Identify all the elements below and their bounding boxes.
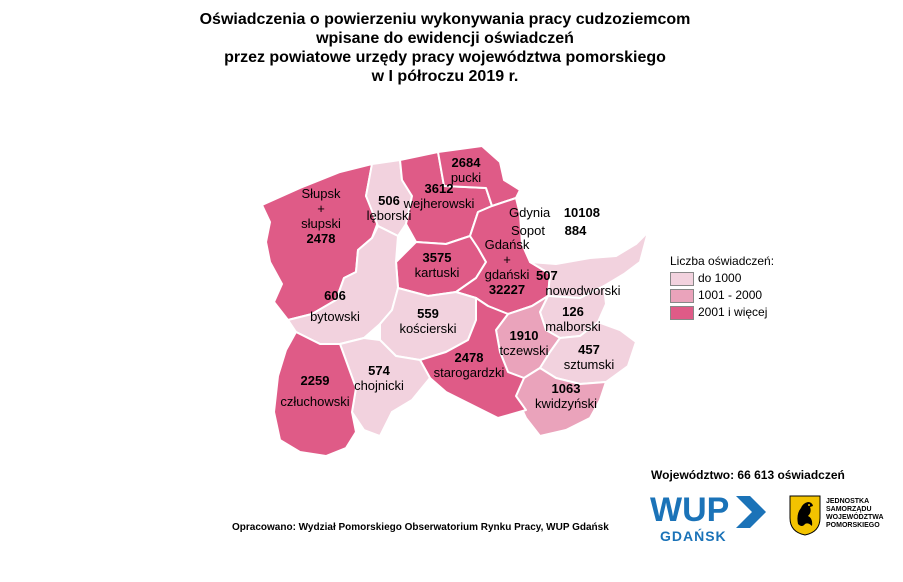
label-wejherowo: 3612 wejherowski (396, 181, 482, 211)
tczew-value: 1910 (509, 328, 539, 343)
chojnice-value: 574 (368, 363, 390, 378)
slupsk-name-c: słupski (301, 216, 341, 231)
label-sztum: 457 sztumski (554, 342, 624, 372)
bytow-value: 606 (324, 288, 346, 303)
nowydwor-name: nowodworski (545, 283, 621, 298)
chojnice-name: chojnicki (354, 378, 404, 393)
gdansk-value: 32227 (488, 282, 526, 297)
gdansk-name-c: gdański (484, 267, 530, 282)
title-line-3: przez powiatowe urzędy pracy województwa… (224, 49, 666, 66)
label-slupsk: Słupsk + słupski 2478 (288, 186, 354, 246)
label-kartuzy: 3575 kartuski (404, 250, 470, 280)
malbork-value: 126 (562, 304, 584, 319)
source-note: Opracowano: Wydział Pomorskiego Obserwat… (232, 522, 609, 533)
kwidzyn-name: kwidzyński (534, 396, 598, 411)
sopot-name: Sopot (511, 223, 545, 238)
crest-line-4: POMORSKIEGO (826, 522, 880, 529)
district-starogard (419, 297, 527, 419)
lebork-name: lęborski (366, 208, 412, 223)
title-line-4: w I półroczu 2019 r. (371, 68, 519, 85)
gdansk-name-b: + (503, 252, 511, 267)
legend-label-mid: 1001 - 2000 (698, 288, 763, 302)
city-gdynia: Gdynia 10108 (509, 205, 600, 220)
legend-item-mid: 1001 - 2000 (670, 287, 774, 304)
legend-label-high: 2001 i więcej (698, 305, 768, 319)
koscierzyna-name: kościerski (399, 321, 457, 336)
label-czluchow: 2259 człuchowski (270, 373, 360, 409)
puck-value: 2684 (451, 155, 481, 170)
lebork-value: 506 (378, 193, 400, 208)
kartuzy-name: kartuski (414, 265, 460, 280)
voivodeship-total: Województwo: 66 613 oświadczeń (651, 468, 845, 482)
sopot-value: 884 (564, 223, 587, 238)
map-title: Oświadczenia o powierzeniu wykonywania p… (80, 10, 810, 86)
bytow-name: bytowski (310, 309, 360, 324)
crest-text: JEDNOSTKA SAMORZĄDU WOJEWÓDZTWA POMORSKI… (826, 498, 884, 530)
label-nowydwor: 507 nowodworski (536, 268, 630, 298)
nowydwor-value: 507 (536, 268, 558, 283)
label-tczew: 1910 tczewski (488, 328, 560, 358)
district-puck (437, 145, 521, 207)
title-line-2: wpisane do ewidencji oświadczeń (316, 30, 574, 47)
label-malbork: 126 malborski (536, 304, 610, 334)
label-starogard: 2478 starogardzki (426, 350, 512, 380)
slupsk-name-a: Słupsk (301, 186, 341, 201)
gdynia-value: 10108 (563, 205, 600, 220)
wejherowo-name: wejherowski (403, 196, 475, 211)
legend-swatch-high (670, 305, 694, 320)
slupsk-name-b: + (317, 201, 325, 216)
district-kwidzyn (515, 367, 607, 437)
kwidzyn-value: 1063 (551, 381, 581, 396)
starogard-name: starogardzki (433, 365, 505, 380)
sztum-value: 457 (578, 342, 600, 357)
legend-item-high: 2001 i więcej (670, 304, 774, 321)
czluchow-name: człuchowski (280, 394, 350, 409)
legend-item-low: do 1000 (670, 270, 774, 287)
sztum-name: sztumski (563, 357, 615, 372)
wup-logo-text: WUP (650, 491, 730, 529)
label-puck: 2684 pucki (436, 155, 496, 185)
wejherowo-value: 3612 (424, 181, 454, 196)
legend-swatch-mid (670, 288, 694, 303)
wup-logo: WUP GDAŃSK (650, 492, 768, 548)
legend: Liczba oświadczeń: do 1000 1001 - 2000 2… (670, 253, 774, 321)
legend-title: Liczba oświadczeń: (670, 254, 775, 268)
tczew-name: tczewski (499, 343, 549, 358)
pomeranian-griffin-crest-icon (789, 495, 821, 536)
crest-line-3: WOJEWÓDZTWA (826, 514, 884, 521)
crest-line-1: JEDNOSTKA (826, 498, 870, 505)
title-line-1: Oświadczenia o powierzeniu wykonywania p… (199, 11, 691, 28)
kartuzy-value: 3575 (422, 250, 452, 265)
legend-label-low: do 1000 (698, 271, 742, 285)
label-gdansk: Gdańsk + gdański 32227 (474, 237, 540, 297)
gdansk-name-a: Gdańsk (484, 237, 530, 252)
city-sopot: Sopot 884 (511, 223, 586, 238)
chevron-right-icon (736, 496, 766, 528)
label-chojnice: 574 chojnicki (344, 363, 414, 393)
label-koscierzyna: 559 kościerski (392, 306, 464, 336)
slupsk-value: 2478 (306, 231, 336, 246)
district-sztum (539, 321, 637, 385)
czluchow-value: 2259 (300, 373, 330, 388)
crest-line-2: SAMORZĄDU (826, 506, 872, 513)
malbork-name: malborski (545, 319, 601, 334)
koscierzyna-value: 559 (417, 306, 439, 321)
legend-swatch-low (670, 271, 694, 286)
district-czluchow (273, 331, 357, 457)
label-bytow: 606 bytowski (300, 288, 370, 324)
puck-name: pucki (450, 170, 482, 185)
gdynia-name: Gdynia (509, 205, 551, 220)
wup-logo-subtext: GDAŃSK (660, 528, 727, 544)
label-kwidzyn: 1063 kwidzyński (526, 381, 606, 411)
label-lebork: 506 lęborski (356, 193, 422, 223)
starogard-value: 2478 (454, 350, 484, 365)
